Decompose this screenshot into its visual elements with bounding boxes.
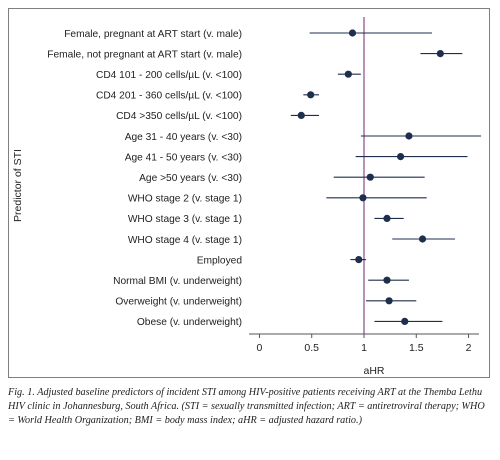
row-label-11: Employed — [197, 255, 243, 266]
row-label-2: CD4 101 - 200 cells/µL (v. <100) — [96, 70, 242, 81]
row-label-10: WHO stage 4 (v. stage 1) — [128, 235, 242, 246]
point-estimate-7 — [366, 173, 374, 181]
x-tick-label-3: 1.5 — [409, 342, 424, 354]
point-estimate-11 — [355, 256, 363, 264]
x-tick-label-0: 0 — [257, 342, 263, 354]
point-estimate-3 — [307, 91, 315, 99]
caption-text: Fig. 1. Adjusted baseline predictors of … — [8, 387, 485, 426]
point-estimate-8 — [359, 194, 367, 202]
point-estimate-13 — [385, 297, 393, 305]
row-label-7: Age >50 years (v. <30) — [139, 173, 242, 184]
row-label-6: Age 41 - 50 years (v. <30) — [125, 152, 242, 163]
point-estimate-12 — [383, 276, 391, 284]
row-label-5: Age 31 - 40 years (v. <30) — [125, 132, 242, 143]
point-estimate-4 — [297, 111, 305, 119]
x-tick-label-4: 2 — [466, 342, 472, 354]
row-label-14: Obese (v. underweight) — [137, 317, 242, 328]
row-label-3: CD4 201 - 360 cells/µL (v. <100) — [96, 91, 242, 102]
forest-plot: 0 0.5 1 1.5 2 aHR Predictor of STI Female, preg… — [12, 17, 482, 377]
row-label-13: Overweight (v. underweight) — [115, 297, 242, 308]
point-estimate-6 — [396, 153, 405, 161]
point-estimate-5 — [405, 132, 413, 140]
point-estimate-0 — [348, 29, 357, 37]
point-estimate-1 — [436, 50, 444, 58]
row-label-8: WHO stage 2 (v. stage 1) — [128, 194, 242, 205]
figure-frame: 0 0.5 1 1.5 2 aHR Predictor of STI Female, preg… — [8, 8, 490, 378]
point-estimate-9 — [383, 214, 391, 222]
y-axis-label: Predictor of STI — [12, 149, 24, 222]
point-estimate-14 — [401, 317, 409, 325]
row-label-1: Female, not pregnant at ART start (v. ma… — [47, 49, 242, 60]
row-label-0: Female, pregnant at ART start (v. male) — [64, 29, 242, 40]
row-label-9: WHO stage 3 (v. stage 1) — [128, 214, 242, 225]
point-estimate-2 — [344, 70, 352, 78]
point-estimate-10 — [418, 235, 427, 243]
x-tick-label-2: 1 — [361, 342, 367, 354]
figure-caption: Fig. 1. Adjusted baseline predictors of … — [8, 386, 492, 428]
x-axis-label: aHR — [363, 365, 384, 377]
x-tick-label-1: 0.5 — [304, 342, 319, 354]
row-label-4: CD4 >350 cells/µL (v. <100) — [116, 111, 242, 122]
row-label-12: Normal BMI (v. underweight) — [113, 276, 242, 287]
